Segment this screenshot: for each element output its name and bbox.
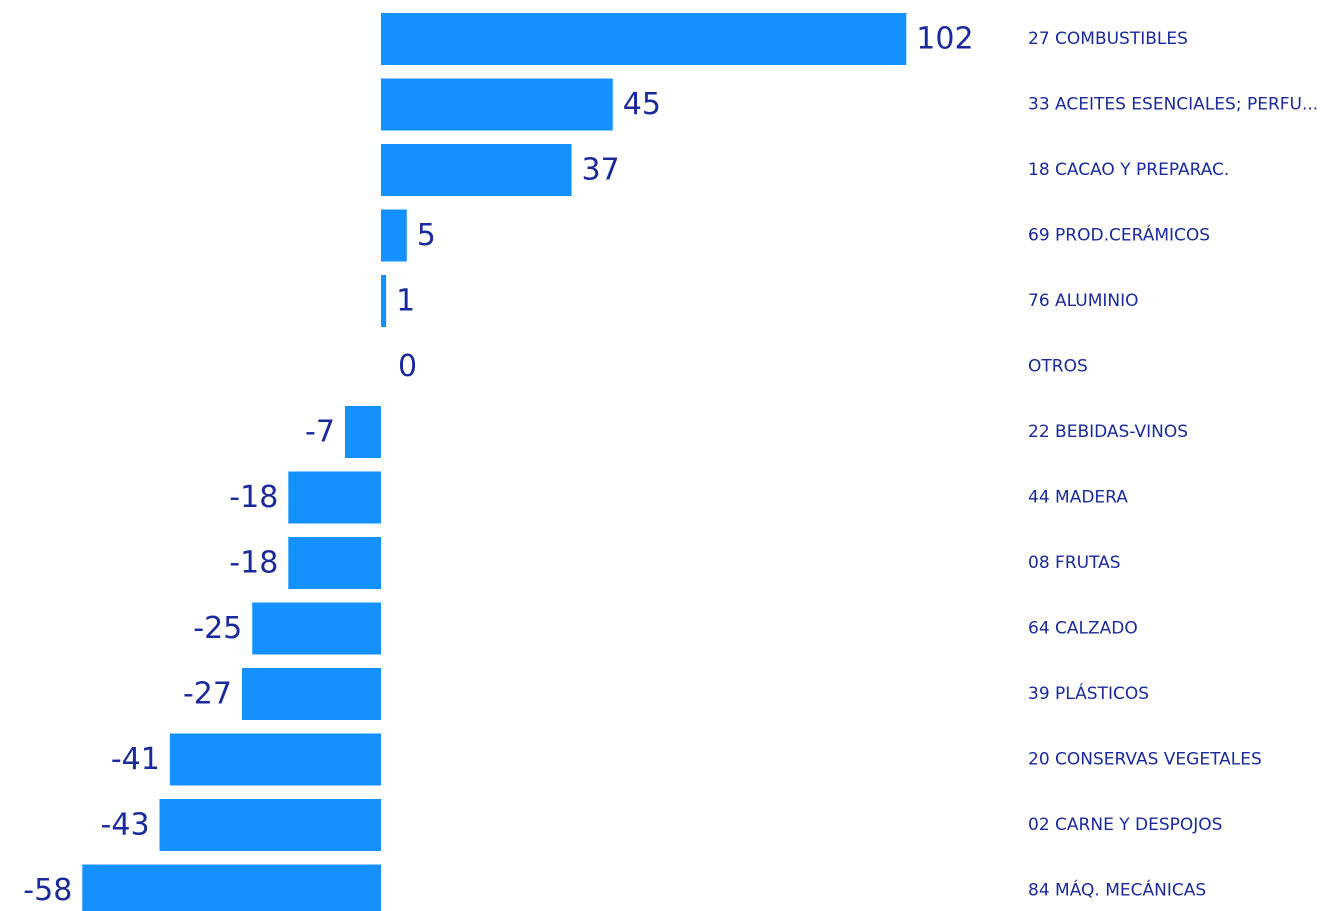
bar	[344, 406, 381, 458]
bar	[241, 668, 381, 720]
bar-value-label: -58	[23, 873, 72, 908]
bar	[288, 537, 381, 589]
bar-value-label: 1	[396, 284, 415, 319]
bar	[381, 209, 407, 262]
bar	[159, 799, 381, 851]
bar-value-label: -25	[193, 611, 242, 646]
bar-value-label: -27	[183, 677, 232, 712]
bar-value-label: -43	[101, 808, 150, 843]
bar-value-label: 5	[417, 218, 436, 253]
bar-value-label: 45	[623, 87, 661, 122]
bar	[252, 602, 381, 655]
category-label: 69 PROD.CERÁMICOS	[1028, 224, 1210, 246]
bar	[381, 275, 387, 327]
category-label: 22 BEBIDAS-VINOS	[1028, 422, 1188, 442]
category-label: 27 COMBUSTIBLES	[1028, 29, 1188, 49]
bar-value-label: 37	[582, 153, 620, 188]
category-label: 33 ACEITES ESENCIALES; PERFU...	[1028, 95, 1318, 115]
category-label: 18 CACAO Y PREPARAC.	[1028, 160, 1229, 180]
category-label: 20 CONSERVAS VEGETALES	[1028, 750, 1262, 770]
category-label: OTROS	[1028, 357, 1088, 377]
bar	[381, 144, 572, 196]
bar-value-label: -18	[229, 546, 278, 581]
bar	[82, 864, 382, 911]
bar-value-label: -18	[229, 480, 278, 515]
category-label: 08 FRUTAS	[1028, 553, 1121, 573]
bar-value-label: -41	[111, 742, 160, 777]
category-label: 02 CARNE Y DESPOJOS	[1028, 815, 1222, 835]
category-label: 44 MADERA	[1028, 488, 1128, 508]
bar	[169, 733, 381, 786]
category-label: 39 PLÁSTICOS	[1028, 682, 1149, 704]
bar-value-label: 0	[398, 349, 417, 384]
bar	[381, 13, 907, 65]
bar-value-label: 102	[916, 22, 973, 57]
category-label: 64 CALZADO	[1028, 619, 1138, 639]
bar	[381, 78, 613, 131]
category-label: 76 ALUMINIO	[1028, 291, 1139, 311]
bar-value-label: -7	[305, 415, 335, 450]
bar	[288, 471, 381, 524]
category-label: 84 MÁQ. MECÁNICAS	[1028, 879, 1206, 901]
